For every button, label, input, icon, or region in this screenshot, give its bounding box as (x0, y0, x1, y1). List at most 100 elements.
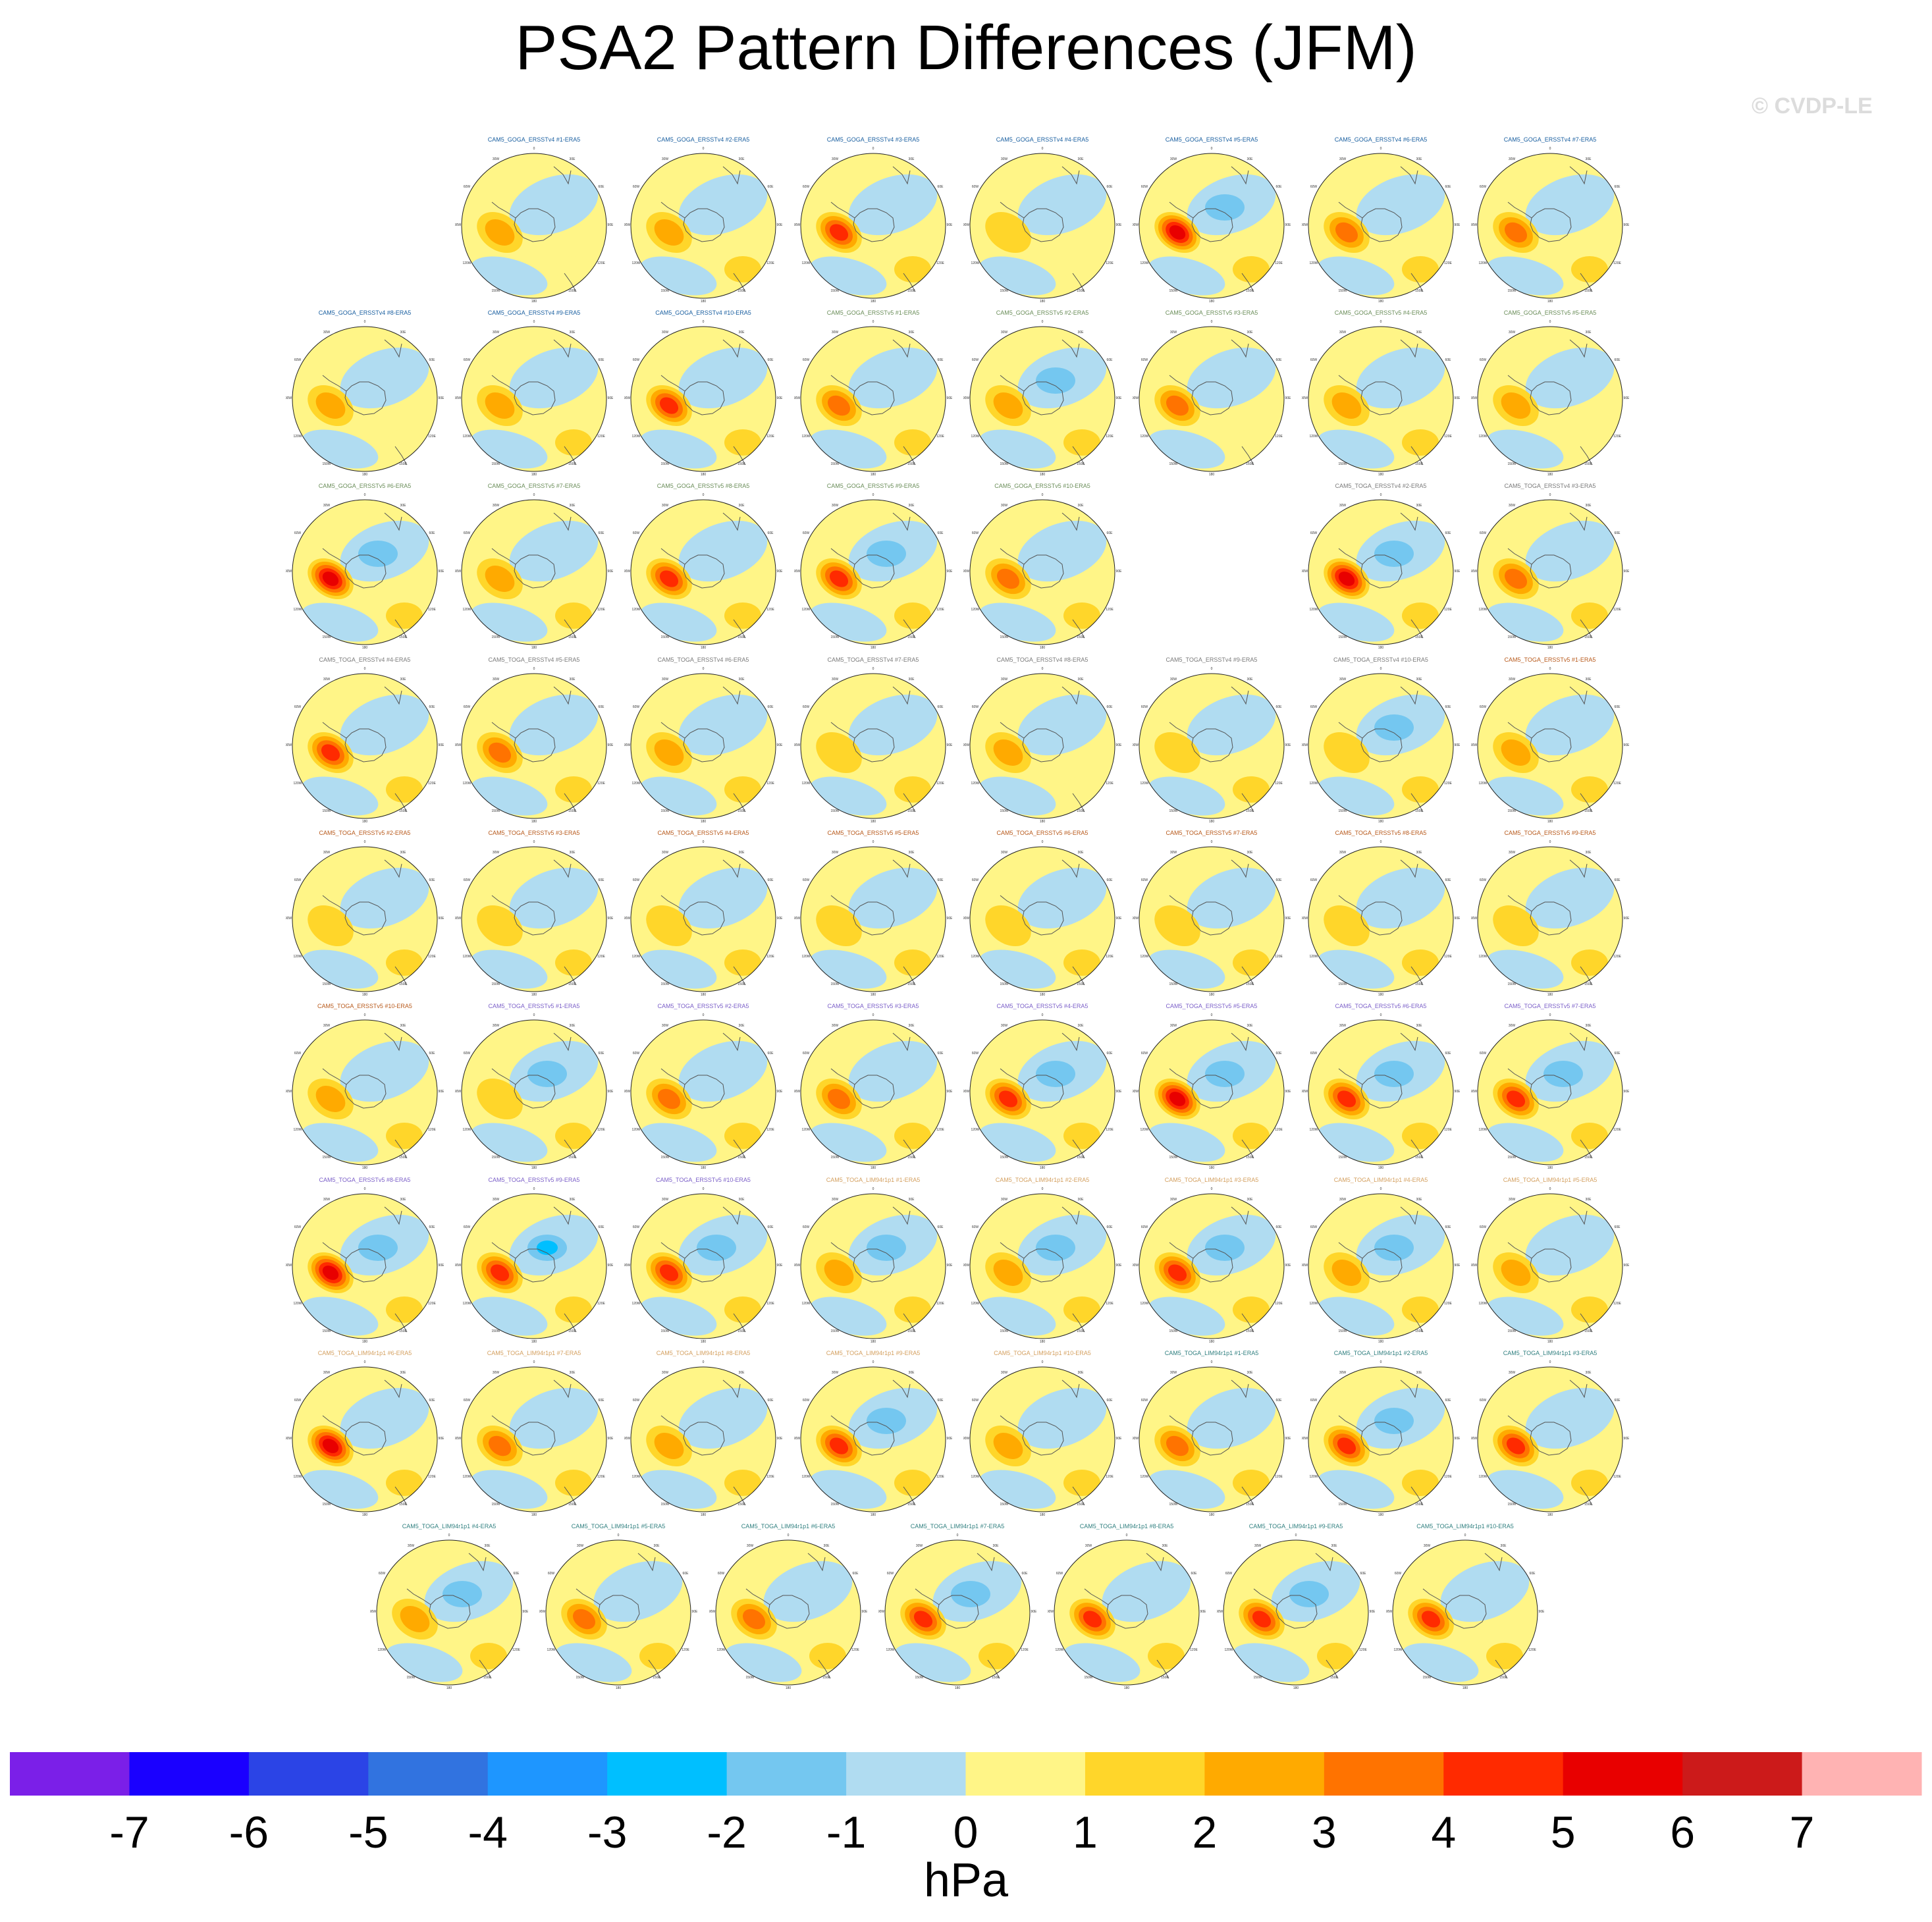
panel-title: CAM5_GOGA_ERSSTv4 #9-ERA5 (487, 309, 581, 316)
africa-coastline (722, 166, 741, 185)
longitude-label: 150W (576, 1676, 584, 1680)
longitude-label: 60W (1141, 358, 1148, 362)
longitude-label: 150E (738, 289, 745, 293)
longitude-label: 60W (633, 705, 640, 709)
longitude-label: 150E (568, 982, 576, 986)
longitude-label: 30W (1001, 1198, 1008, 1202)
longitude-label: 30W (662, 1198, 669, 1202)
australia-coastline (903, 1139, 916, 1159)
map-border (800, 1366, 946, 1512)
panel-title: CAM5_TOGA_ERSSTv5 #9-ERA5 (488, 1177, 580, 1183)
negative-region (1017, 694, 1107, 756)
positive-contour (1166, 1435, 1189, 1456)
longitude-label: 120W (716, 1648, 725, 1652)
longitude-label: 90W (794, 223, 800, 227)
longitude-label: 60E (938, 185, 944, 189)
positive-secondary (894, 949, 931, 976)
australia-coastline (1410, 446, 1424, 466)
south-america-coastline (491, 1242, 516, 1259)
longitude-label: 90W (1133, 396, 1139, 400)
longitude-label: 120E (766, 782, 774, 786)
longitude-label: 0 (1380, 840, 1382, 844)
positive-contour (993, 392, 1023, 419)
longitude-label: 150E (568, 289, 576, 293)
africa-coastline (1231, 1032, 1249, 1052)
map-panel: CAM5_TOGA_LIM94r1p1 #9-ERA5 0 30W 30E 60W 60E… (794, 1350, 952, 1521)
australia-coastline (1580, 1313, 1593, 1333)
longitude-label: 120W (462, 1475, 471, 1479)
longitude-label: 90E (1624, 396, 1629, 400)
map-panel: CAM5_TOGA_ERSSTv5 #10-ERA5 0 30W 30E 60W 60E 9… (286, 1003, 444, 1174)
longitude-label: 60W (718, 1572, 725, 1576)
longitude-label: 150W (660, 635, 669, 639)
longitude-label: 90W (286, 396, 292, 400)
south-america-coastline (491, 548, 516, 565)
panel-title: CAM5_TOGA_ERSSTv5 #7-ERA5 (1504, 1003, 1596, 1009)
south-america-coastline (322, 895, 347, 912)
longitude-label: 30W (577, 1544, 584, 1548)
longitude-label: 90E (608, 396, 613, 400)
south-america-coastline (491, 201, 516, 219)
longitude-label: 90E (777, 743, 782, 747)
longitude-label: 90W (963, 570, 969, 574)
longitude-label: 180 (446, 1686, 452, 1690)
positive-contour (1501, 392, 1531, 419)
panel-title: CAM5_GOGA_ERSSTv5 #8-ERA5 (657, 483, 750, 489)
map-border (1392, 1539, 1538, 1686)
longitude-label: 30W (1339, 851, 1347, 855)
longitude-label: 90E (608, 223, 613, 227)
longitude-label: 90W (1302, 743, 1308, 747)
longitude-label: 90W (1133, 1090, 1139, 1094)
map-border (1308, 326, 1454, 472)
longitude-label: 0 (1042, 840, 1044, 844)
longitude-label: 120E (428, 608, 436, 612)
longitude-label: 120E (512, 1648, 520, 1652)
longitude-label: 30E (993, 1544, 1000, 1548)
longitude-label: 60W (1141, 705, 1148, 709)
longitude-label: 30W (1001, 1371, 1008, 1375)
south-america-coastline (1338, 895, 1363, 912)
longitude-label: 60W (633, 878, 640, 882)
antarctica-coastline (1106, 1595, 1148, 1629)
longitude-label: 60E (938, 1225, 944, 1229)
longitude-label: 180 (1040, 993, 1046, 997)
africa-coastline (1569, 686, 1588, 705)
longitude-label: 30E (1247, 157, 1254, 161)
longitude-label: 30W (662, 1024, 669, 1028)
longitude-label: 90W (794, 1437, 800, 1441)
negative-core (1374, 1235, 1414, 1261)
longitude-label: 90W (794, 917, 800, 921)
longitude-label: 60W (1310, 1225, 1318, 1229)
longitude-label: 60E (768, 185, 774, 189)
antarctica-coastline (598, 1595, 640, 1629)
map-panel: CAM5_TOGA_LIM94r1p1 #4-ERA5 0 30W 30E 60W 60E… (1302, 1177, 1460, 1348)
longitude-label: 120E (1106, 261, 1114, 265)
longitude-label: 60E (1445, 185, 1452, 189)
antarctica-coastline (1022, 901, 1064, 936)
africa-coastline (1400, 512, 1418, 531)
africa-coastline (384, 339, 402, 358)
longitude-label: 150E (738, 982, 745, 986)
map-field (970, 674, 1115, 818)
negative-core (1374, 541, 1414, 567)
positive-contour (322, 572, 339, 586)
longitude-label: 60W (972, 185, 979, 189)
africa-coastline (1061, 339, 1080, 358)
colorbar-tick-label: 2 (1192, 1807, 1218, 1857)
longitude-label: 90W (1133, 223, 1139, 227)
longitude-label: 150W (830, 809, 839, 813)
longitude-label: 120W (1140, 1128, 1148, 1132)
longitude-label: 120E (936, 261, 944, 265)
longitude-label: 30W (662, 678, 669, 681)
longitude-label: 150E (568, 462, 576, 466)
longitude-label: 90W (455, 1090, 461, 1094)
longitude-label: 90W (286, 1437, 292, 1441)
longitude-label: 150E (568, 1329, 576, 1333)
longitude-label: 120E (1613, 261, 1621, 265)
longitude-label: 120E (1613, 435, 1621, 439)
longitude-label: 60W (1480, 705, 1487, 709)
antarctica-coastline (1445, 1595, 1487, 1629)
